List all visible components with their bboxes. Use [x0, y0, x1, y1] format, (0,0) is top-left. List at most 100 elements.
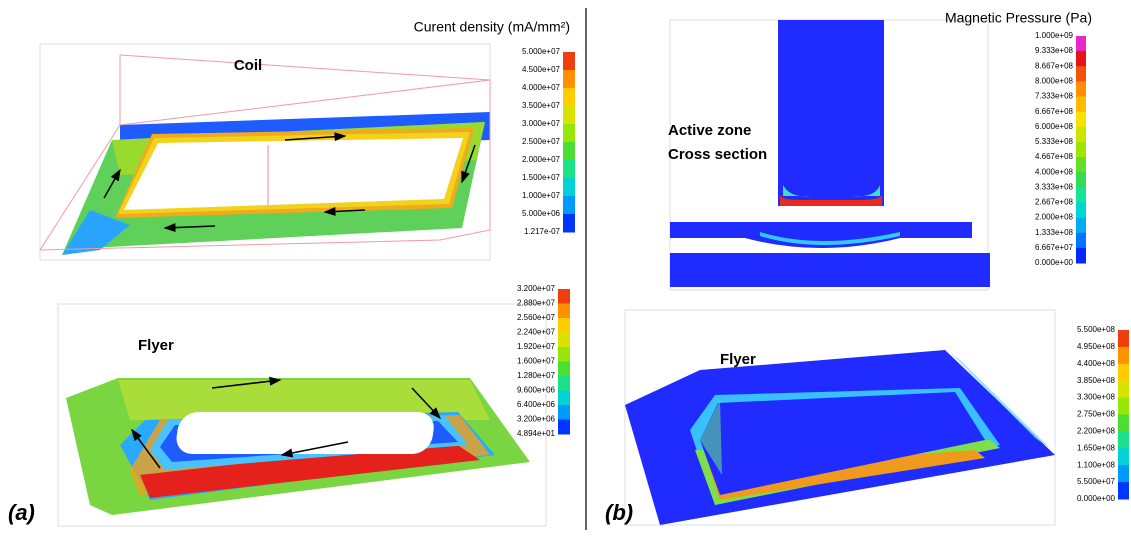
- colorbar-tick-label: 3.850e+08: [1077, 376, 1116, 385]
- colorbar-segment: [1076, 97, 1086, 113]
- cross-section-title: Cross section: [668, 146, 767, 163]
- colorbar-segment: [1076, 157, 1086, 173]
- colorbar-segment: [1076, 127, 1086, 143]
- colorbar-segment: [1076, 233, 1086, 249]
- colorbar-tick-label: 3.333e+08: [1035, 182, 1074, 191]
- colorbar-segment: [563, 52, 575, 71]
- colorbar-tick-label: 3.200e+07: [517, 284, 556, 293]
- cross-section-title: Active zone: [668, 122, 751, 139]
- coil-plot: [40, 44, 490, 260]
- colorbar-tick-label: 6.667e+08: [1035, 107, 1074, 116]
- colorbar-tick-label: 2.500e+07: [522, 137, 561, 146]
- colorbar-tick-label: 1.650e+08: [1077, 443, 1116, 452]
- colorbar-segment: [558, 289, 570, 304]
- colorbar-tick-label: 1.600e+07: [517, 357, 556, 366]
- colorbar-segment: [563, 196, 575, 215]
- colorbar-segment: [563, 124, 575, 143]
- colorbar-segment: [563, 160, 575, 179]
- colorbar-segment: [1118, 448, 1129, 465]
- colorbar-tick-label: 6.400e+06: [517, 400, 556, 409]
- flyer-plot-a: [58, 304, 546, 526]
- colorbar-tick-label: 4.667e+08: [1035, 152, 1074, 161]
- colorbar-segment: [558, 318, 570, 333]
- colorbar-tick-label: 5.000e+07: [522, 47, 561, 56]
- colorbar-tick-label: 9.333e+08: [1035, 46, 1074, 55]
- colorbar-segment: [563, 106, 575, 125]
- colorbar-segment: [563, 70, 575, 89]
- colorbar-segment: [1076, 51, 1086, 67]
- flyer-title: Flyer: [720, 351, 756, 368]
- colorbar-segment: [1076, 142, 1086, 158]
- colorbar-segment: [1076, 36, 1086, 52]
- colorbar-segment: [1076, 187, 1086, 203]
- panel-label: (a): [8, 500, 35, 525]
- colorbar-tick-label: 9.600e+06: [517, 386, 556, 395]
- colorbar-tick-label: 3.000e+07: [522, 119, 561, 128]
- colorbar-tick-label: 0.000e+00: [1077, 494, 1116, 503]
- colorbar-tick-label: 8.667e+08: [1035, 61, 1074, 70]
- colorbar-segment: [1076, 202, 1086, 218]
- colorbar-tick-label: 5.500e+07: [1077, 477, 1116, 486]
- colorbar-tick-label: 4.950e+08: [1077, 342, 1116, 351]
- colorbar-segment: [558, 304, 570, 319]
- colorbar-segment: [558, 376, 570, 391]
- colorbar-tick-label: 1.000e+07: [522, 191, 561, 200]
- colorbar-tick-label: 3.500e+07: [522, 101, 561, 110]
- colorbar-tick-label: 1.000e+09: [1035, 31, 1074, 40]
- colorbar-segment: [558, 347, 570, 362]
- figure: Coil Curent density (mA/mm²) Flyer (a) A…: [0, 0, 1131, 536]
- flyer-title: Flyer: [138, 337, 174, 354]
- colorbar-segment: [563, 142, 575, 161]
- colorbar-tick-label: 1.500e+07: [522, 173, 561, 182]
- coil-title: Coil: [234, 57, 262, 74]
- colorbar-tick-label: 5.333e+08: [1035, 137, 1074, 146]
- colorbar-tick-label: 4.894e+01: [517, 429, 556, 438]
- colorbar-segment: [1118, 381, 1129, 398]
- colorbar-segment: [1118, 482, 1129, 499]
- colorbar-segment: [558, 333, 570, 348]
- colorbar-segment: [1118, 330, 1129, 347]
- colorbar-segment: [563, 178, 575, 197]
- colorbar-tick-label: 2.000e+07: [522, 155, 561, 164]
- colorbar-tick-label: 6.000e+08: [1035, 122, 1074, 131]
- colorbar-tick-label: 0.000e+00: [1035, 258, 1074, 267]
- colorbar-segment: [1076, 66, 1086, 82]
- colorbar-segment: [1118, 431, 1129, 448]
- colorbar-segment: [558, 391, 570, 406]
- colorbar-tick-label: 1.280e+07: [517, 371, 556, 380]
- colorbar-segment: [1076, 81, 1086, 97]
- colorbar-title: Curent density (mA/mm²): [414, 19, 570, 35]
- colorbar-tick-label: 2.000e+08: [1035, 213, 1074, 222]
- colorbar-segment: [1118, 364, 1129, 381]
- colorbar-segment: [558, 405, 570, 420]
- colorbar-tick-label: 3.200e+06: [517, 415, 556, 424]
- colorbar-segment: [563, 214, 575, 233]
- colorbar-title: Magnetic Pressure (Pa): [945, 10, 1092, 26]
- colorbar-segment: [1118, 415, 1129, 432]
- colorbar-segment: [1118, 347, 1129, 364]
- colorbar-tick-label: 1.100e+08: [1077, 460, 1116, 469]
- colorbar-tick-label: 5.500e+08: [1077, 325, 1116, 334]
- colorbar-tick-label: 4.000e+08: [1035, 167, 1074, 176]
- panel-label: (b): [605, 500, 633, 525]
- colorbar-tick-label: 3.300e+08: [1077, 393, 1116, 402]
- colorbar-tick-label: 2.667e+08: [1035, 198, 1074, 207]
- colorbar-tick-label: 4.500e+07: [522, 65, 561, 74]
- colorbar-tick-label: 2.560e+07: [517, 313, 556, 322]
- colorbar-tick-label: 6.667e+07: [1035, 243, 1074, 252]
- colorbar-segment: [1076, 112, 1086, 128]
- colorbar-tick-label: 1.217e-07: [524, 227, 561, 236]
- colorbar-segment: [1118, 465, 1129, 482]
- colorbar-tick-label: 2.880e+07: [517, 299, 556, 308]
- colorbar-tick-label: 2.200e+08: [1077, 427, 1116, 436]
- colorbar-tick-label: 2.240e+07: [517, 328, 556, 337]
- colorbar-segment: [558, 420, 570, 435]
- colorbar-segment: [558, 362, 570, 377]
- colorbar-tick-label: 1.333e+08: [1035, 228, 1074, 237]
- colorbar-tick-label: 8.000e+08: [1035, 77, 1074, 86]
- colorbar-tick-label: 7.333e+08: [1035, 92, 1074, 101]
- colorbar-tick-label: 5.000e+06: [522, 209, 561, 218]
- colorbar-segment: [563, 88, 575, 107]
- colorbar-tick-label: 4.000e+07: [522, 83, 561, 92]
- colorbar-segment: [1076, 172, 1086, 188]
